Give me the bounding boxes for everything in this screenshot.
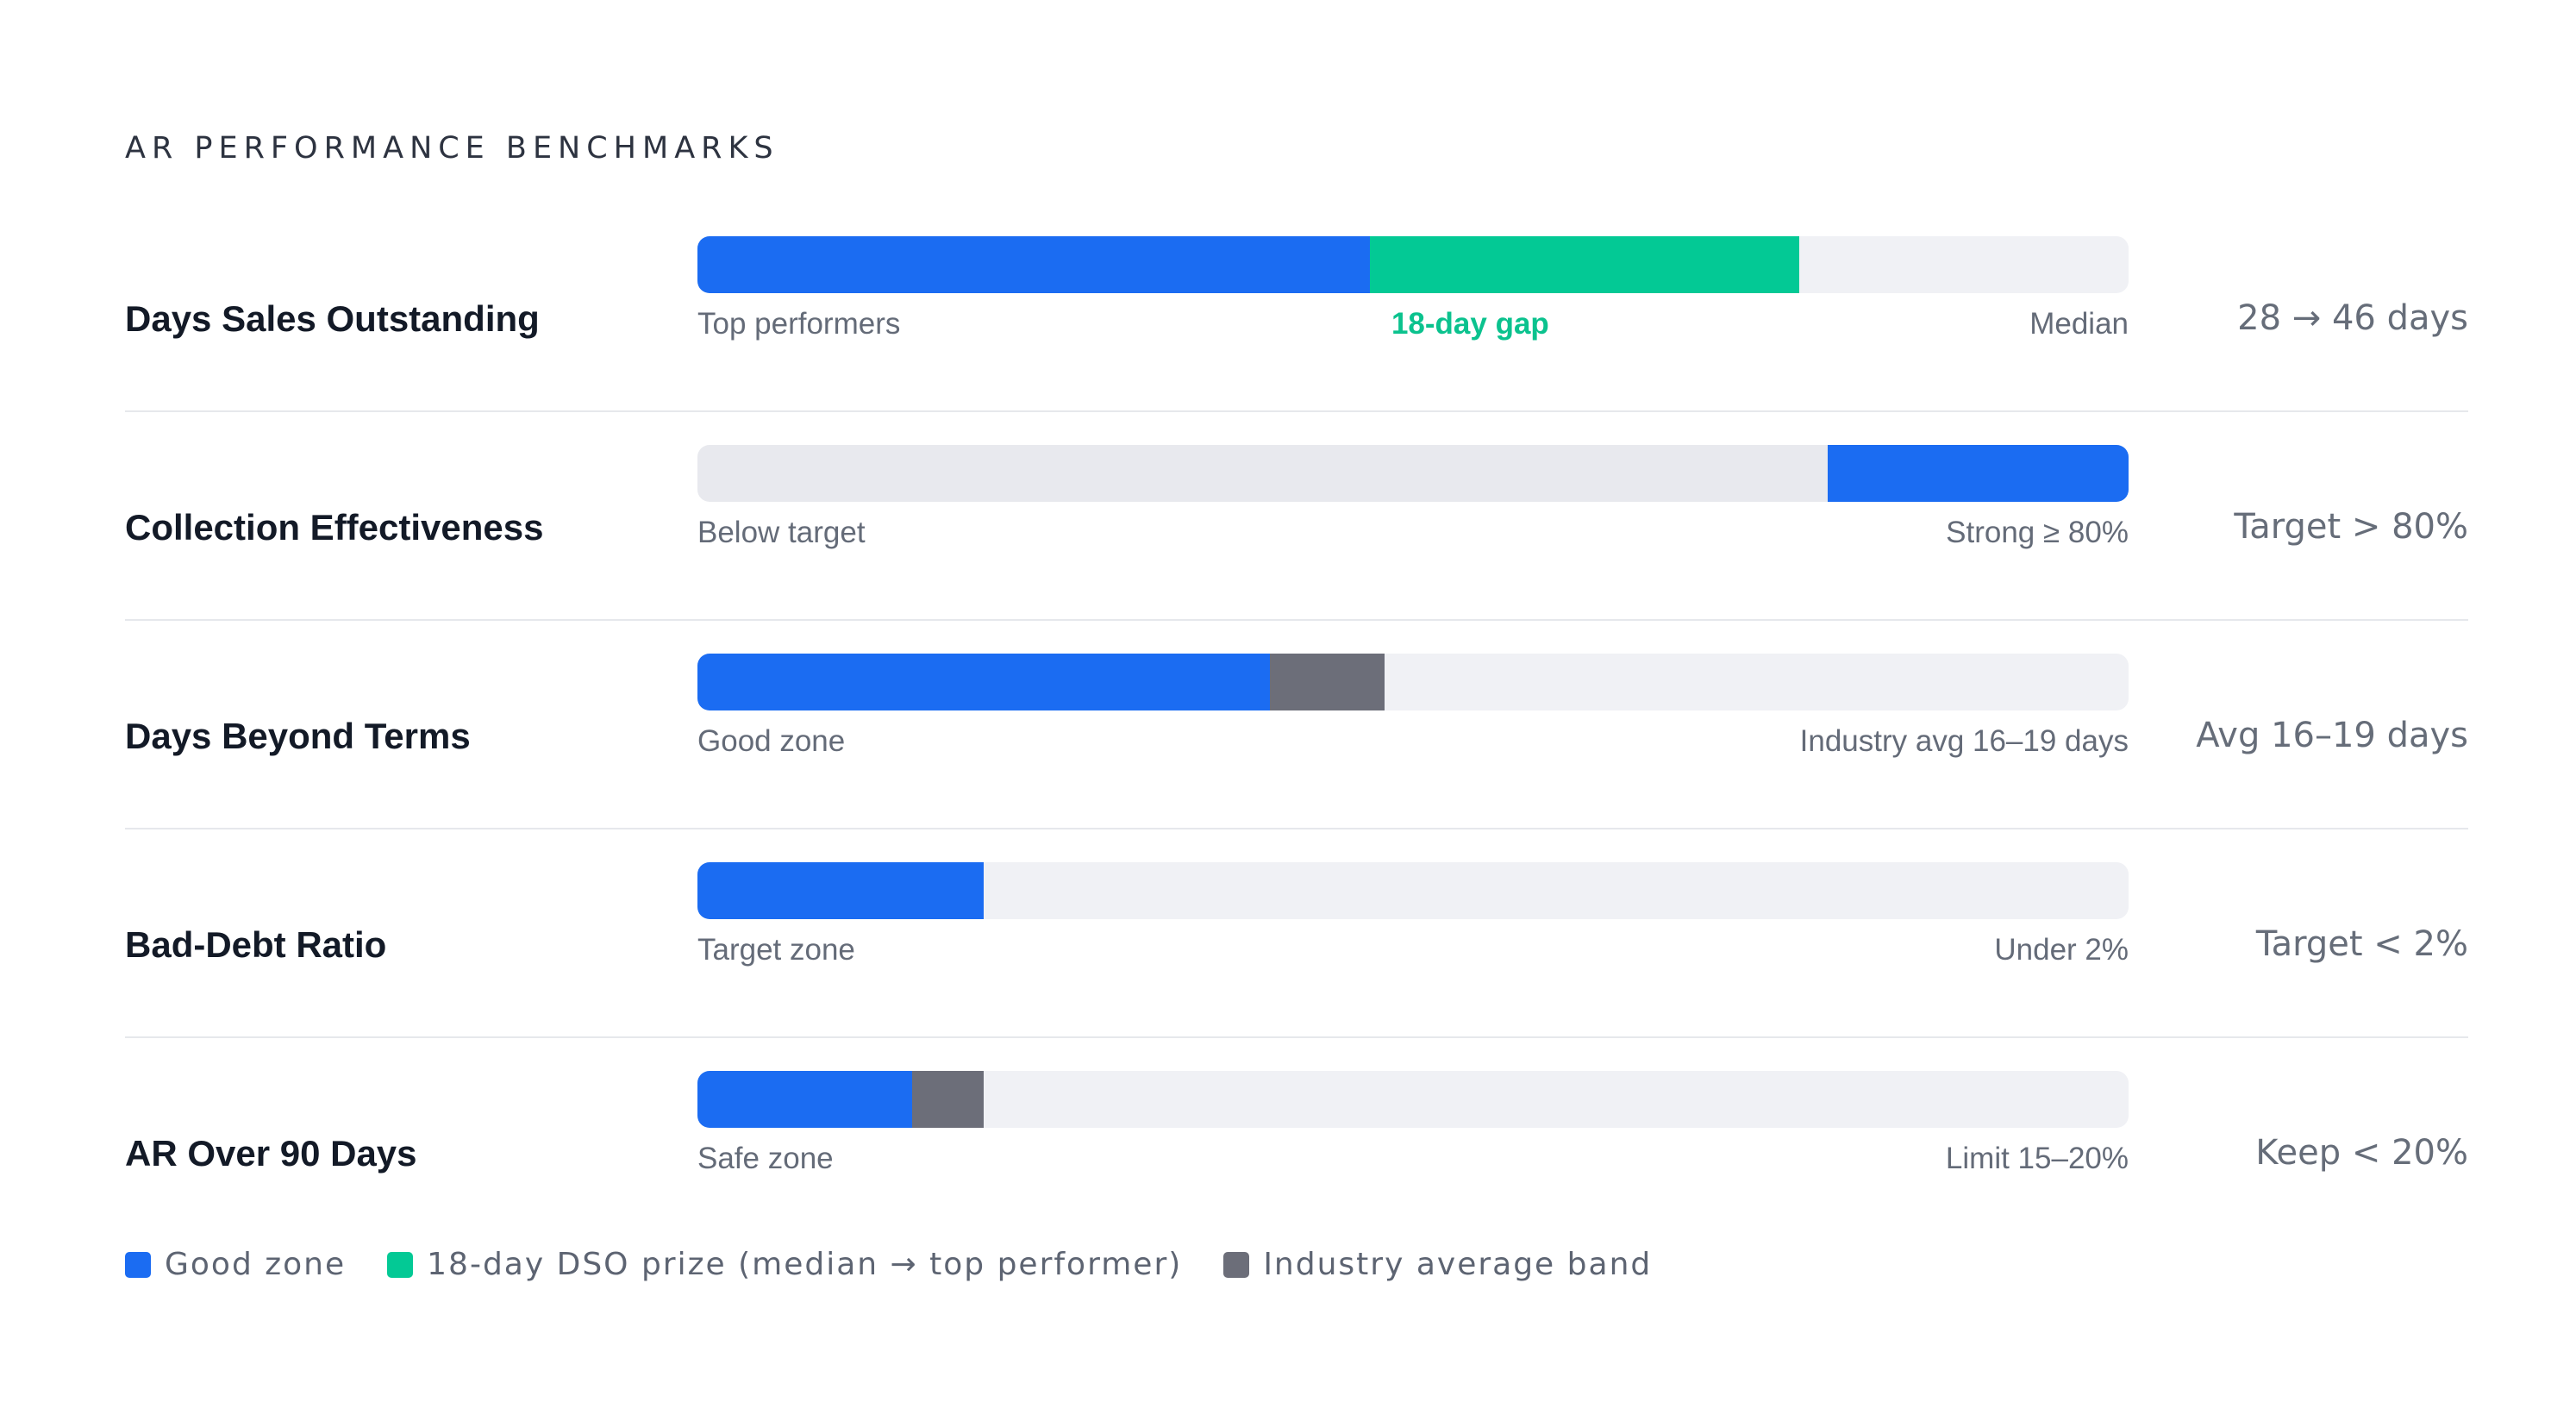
benchmark-value: Target < 2% [2255, 924, 2468, 964]
row-divider [125, 619, 2468, 621]
bar-track [697, 862, 2129, 919]
benchmark-row: Bad-Debt Ratio Target zone Under 2% Target … [125, 829, 2468, 1038]
bar-right-label: Limit 15–20% [1945, 1142, 2129, 1175]
bar-segment-prize [1370, 236, 1800, 293]
legend-label: Good zone [165, 1247, 347, 1282]
bar-segment-band [1270, 654, 1385, 710]
metric-label: Days Sales Outstanding [125, 298, 540, 339]
benchmark-value: Target > 80% [2234, 507, 2468, 547]
bar-segment-good [697, 1071, 912, 1128]
legend-item-good: Good zone [125, 1247, 346, 1282]
legend-item-prize: 18-day DSO prize (median → top performer… [387, 1247, 1182, 1282]
bar-track [697, 1071, 2129, 1128]
legend-swatch [1223, 1251, 1250, 1278]
benchmark-row: Days Sales Outstanding Top performers 18-d… [125, 203, 2468, 412]
bar-right-label: Under 2% [1994, 933, 2129, 967]
benchmark-row: AR Over 90 Days Safe zone Limit 15–20% Keep… [125, 1038, 2468, 1247]
bar-left-label: Safe zone [697, 1142, 834, 1175]
metric-label: Collection Effectiveness [125, 507, 544, 548]
row-divider [125, 410, 2468, 412]
bar-track [697, 236, 2129, 293]
bar-segment-good [1828, 445, 2129, 502]
benchmark-value: Keep < 20% [2255, 1133, 2468, 1173]
bar-track [697, 654, 2129, 710]
bar-left-label: Below target [697, 516, 866, 549]
legend-item-band: Industry average band [1223, 1247, 1652, 1282]
bar-left-label: Good zone [697, 724, 846, 758]
bar-right-label: Strong ≥ 80% [1946, 516, 2129, 549]
legend-swatch [387, 1251, 414, 1278]
benchmark-value: Avg 16–19 days [2196, 716, 2468, 755]
bar-segment-band [912, 1071, 984, 1128]
legend: Good zone 18-day DSO prize (median → top … [125, 1247, 1652, 1282]
benchmark-row: Days Beyond Terms Good zone Industry avg 1… [125, 621, 2468, 829]
metric-label: Days Beyond Terms [125, 716, 471, 756]
bar-left-label: Target zone [697, 933, 855, 967]
row-divider [125, 828, 2468, 829]
bar-gap-label: 18-day gap [1391, 307, 1549, 341]
page-title: AR PERFORMANCE BENCHMARKS [125, 131, 779, 166]
legend-swatch [125, 1251, 151, 1278]
benchmark-value: 28 → 46 days [2237, 298, 2468, 338]
metric-label: Bad-Debt Ratio [125, 924, 387, 965]
metric-label: AR Over 90 Days [125, 1133, 417, 1174]
benchmark-row: Collection Effectiveness Below target Stro… [125, 412, 2468, 621]
bar-right-label: Median [2029, 307, 2129, 341]
row-divider [125, 1036, 2468, 1038]
legend-label: Industry average band [1263, 1247, 1653, 1282]
bar-segment-good [697, 862, 984, 919]
bar-track [697, 445, 2129, 502]
bar-segment-good [697, 236, 1371, 293]
bar-segment-good [697, 654, 1270, 710]
bar-right-label: Industry avg 16–19 days [1799, 724, 2129, 758]
bar-left-label: Top performers [697, 307, 901, 341]
legend-label: 18-day DSO prize (median → top performer… [427, 1247, 1183, 1282]
